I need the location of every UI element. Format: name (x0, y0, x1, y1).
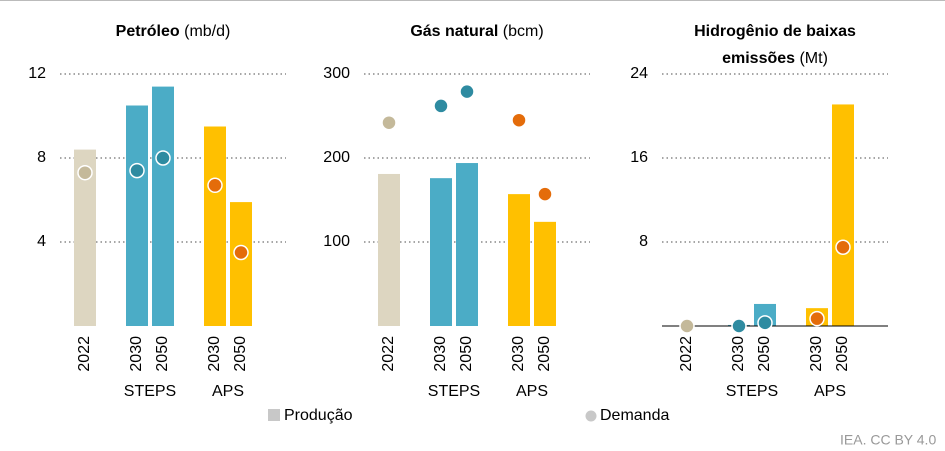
x-tick-label: 2030 (510, 336, 527, 372)
legend-label: Demanda (600, 407, 669, 424)
y-tick-label: 12 (28, 65, 46, 82)
dot (459, 83, 475, 100)
legend-swatch (268, 409, 280, 421)
dot (511, 112, 527, 128)
group-label: STEPS (124, 383, 176, 400)
panel-title-unit: (mb/d) (180, 23, 231, 40)
panel-title-line: Petróleo (116, 23, 180, 40)
x-tick-label: 2050 (232, 336, 249, 372)
y-tick-label: 16 (630, 149, 648, 166)
x-tick-label: 2050 (458, 336, 475, 372)
group-label: STEPS (428, 383, 480, 400)
x-tick-label: 2030 (808, 336, 825, 372)
panel-title-line: Gás natural (410, 23, 498, 40)
x-tick-label: 2022 (76, 336, 93, 372)
bar (456, 163, 478, 326)
dot (77, 164, 93, 181)
dot (207, 177, 223, 194)
bar (378, 173, 400, 326)
panel-title: Hidrogênio de baixas emissões (Mt) (694, 23, 856, 67)
panel-title-line: Hidrogênio de baixas (694, 23, 856, 40)
x-tick-label: 2050 (756, 336, 773, 372)
y-tick-label: 8 (37, 149, 46, 166)
legend-label: Produção (284, 407, 353, 424)
dot (433, 98, 449, 114)
dot (537, 186, 553, 202)
group-label: APS (212, 383, 244, 400)
x-tick-label: 2050 (154, 336, 171, 372)
x-tick-label: 2022 (678, 336, 695, 372)
x-tick-label: 2030 (432, 336, 449, 372)
y-tick-label: 24 (630, 65, 648, 82)
dot (757, 315, 773, 331)
group-label: APS (516, 383, 548, 400)
source: IEA. CC BY 4.0 (840, 432, 936, 448)
panel-title-line: emissões (722, 50, 795, 67)
x-tick-label: 2022 (380, 336, 397, 372)
panel-title: Gás natural (bcm) (410, 23, 543, 40)
dot (731, 318, 747, 334)
y-tick-label: 4 (37, 233, 46, 250)
dot (679, 318, 695, 334)
dot (155, 150, 171, 166)
legend-swatch (585, 410, 597, 422)
bar (508, 194, 530, 326)
group-label: APS (814, 383, 846, 400)
bar (534, 221, 556, 326)
bar (204, 126, 226, 326)
dot (233, 244, 249, 261)
panel-title: Petróleo (mb/d) (116, 23, 231, 40)
x-tick-label: 2030 (730, 336, 747, 372)
x-tick-label: 2050 (834, 336, 851, 372)
panel-title-unit: (bcm) (498, 23, 543, 40)
y-tick-label: 100 (323, 233, 350, 250)
y-tick-label: 300 (323, 65, 350, 82)
y-tick-label: 8 (639, 233, 648, 250)
x-tick-label: 2050 (536, 336, 553, 372)
group-label: STEPS (726, 383, 778, 400)
dot (809, 310, 825, 327)
dot (835, 239, 851, 255)
dot (129, 162, 145, 179)
x-tick-label: 2030 (206, 336, 223, 372)
bar (74, 149, 96, 326)
dot (381, 114, 397, 131)
x-tick-label: 2030 (128, 336, 145, 372)
bar (230, 202, 252, 326)
panel-title-unit: (Mt) (795, 50, 828, 67)
bar (832, 104, 854, 326)
bar (126, 105, 148, 326)
bar (152, 86, 174, 326)
y-tick-label: 200 (323, 149, 350, 166)
bar (430, 178, 452, 326)
